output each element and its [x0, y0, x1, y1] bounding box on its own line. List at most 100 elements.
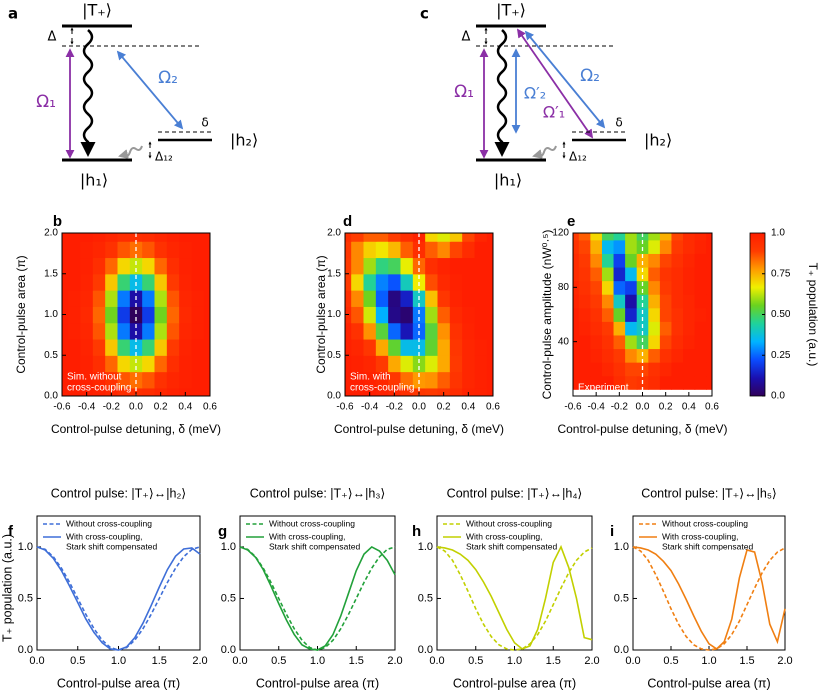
- rabi-arrow: [116, 50, 184, 130]
- heat-cell: [590, 334, 603, 350]
- heat-cell: [425, 290, 439, 307]
- series-line: [36, 546, 201, 651]
- heat-cell: [590, 375, 603, 390]
- heat-cell: [437, 257, 451, 275]
- heat-cell: [683, 348, 696, 363]
- heat-cell: [462, 355, 476, 373]
- x-axis-title: Control-pulse area (π): [256, 676, 379, 690]
- heat-cell: [671, 253, 684, 268]
- x-tick-label: 0.5: [468, 655, 483, 667]
- heat-cell: [486, 338, 493, 356]
- heat-cell: [601, 362, 615, 377]
- heat-cell: [671, 266, 684, 282]
- state-label: |T₊⟩: [496, 1, 526, 20]
- level-diagram: c |T₊⟩ Δ Ω₁ |h₁⟩ Ω′₂ Ω′₁ Ω₂ δ |h₂⟩ Δ₁₂: [420, 1, 672, 190]
- panel-label: f: [8, 523, 14, 540]
- heat-cell: [601, 294, 615, 309]
- x-tick-label: -0.2: [103, 402, 121, 413]
- heat-cell: [706, 321, 712, 336]
- heat-cell: [659, 375, 673, 390]
- heat-cell: [351, 322, 365, 340]
- heat-cell: [80, 371, 94, 389]
- x-axis-title: Control-pulse detuning, δ (meV): [51, 422, 221, 436]
- heat-cell: [590, 294, 603, 309]
- panel-label: e: [567, 213, 575, 230]
- y-tick-label: 0.5: [18, 592, 33, 604]
- heat-cell: [573, 321, 580, 336]
- heat-cell: [474, 387, 488, 396]
- heat-cell: [601, 321, 615, 336]
- heat-cell: [142, 306, 156, 324]
- heat-cell: [636, 294, 649, 309]
- splitting-label: Δ₁₂: [155, 150, 173, 164]
- heat-cell: [474, 338, 488, 356]
- heat-cell: [578, 294, 591, 309]
- heat-cell: [388, 387, 402, 396]
- y-tick-label: 0.5: [327, 350, 341, 361]
- heat-cell: [601, 348, 615, 363]
- chart-title: Control pulse: |T₊⟩↔|h₄⟩: [447, 486, 583, 500]
- legend-label: Without cross-coupling: [269, 518, 355, 528]
- panel-label: b: [53, 213, 62, 230]
- heat-cell: [80, 233, 94, 242]
- heat-cell: [613, 280, 626, 295]
- heat-cell: [203, 257, 210, 275]
- heat-cell: [203, 306, 210, 324]
- heat-cell: [68, 322, 82, 340]
- y-tick-label: 0.0: [44, 391, 58, 402]
- heat-cell: [636, 280, 649, 295]
- legend-label: Without cross-coupling: [66, 518, 152, 528]
- heat-cell: [590, 321, 603, 336]
- heat-cell: [80, 306, 94, 324]
- x-tick-label: 0.6: [486, 402, 500, 413]
- heat-cell: [648, 334, 661, 350]
- heat-cell: [154, 290, 168, 307]
- x-tick-label: 0.0: [636, 402, 650, 413]
- heat-cell: [375, 273, 389, 291]
- x-tick-label: 0.0: [29, 655, 44, 667]
- x-axis-title: Control-pulse detuning, δ (meV): [557, 422, 727, 436]
- colorbar-tick-label: 0.75: [771, 268, 791, 279]
- heat-cell: [351, 273, 365, 291]
- panel-label: a: [8, 5, 18, 23]
- detuning-label: δ: [615, 116, 622, 130]
- heat-cell: [203, 355, 210, 373]
- legend-label: With cross-coupling,: [269, 531, 346, 541]
- heat-cell: [117, 355, 131, 373]
- x-tick-label: 0.0: [129, 402, 143, 413]
- heat-cell: [486, 355, 493, 373]
- heat-cell: [573, 253, 580, 268]
- heat-cell: [117, 387, 131, 396]
- heat-cell: [105, 233, 119, 242]
- heat-cell: [462, 387, 476, 396]
- heat-cell: [449, 273, 463, 291]
- heat-cell: [388, 371, 402, 389]
- heat-cell: [203, 371, 210, 389]
- heat-cell: [154, 338, 168, 356]
- heat-cell: [117, 338, 131, 356]
- heat-cell: [590, 266, 603, 282]
- heat-cell: [351, 241, 365, 259]
- heat-cell: [62, 387, 69, 396]
- heat-cell: [400, 338, 414, 356]
- heat-cell: [590, 233, 603, 241]
- colorbar-title: T₊ population (a.u.): [806, 263, 820, 367]
- heat-cell: [625, 334, 638, 350]
- heat-cell: [179, 241, 193, 259]
- y-tick-label: 0.0: [18, 644, 33, 656]
- heat-cell: [425, 233, 439, 242]
- heat-cell: [671, 362, 684, 377]
- decay-arrow: [494, 29, 510, 157]
- heat-cell: [425, 322, 439, 340]
- heat-cell: [105, 290, 119, 307]
- heat-cell: [613, 307, 626, 322]
- heat-cell: [80, 290, 94, 307]
- heat-cell: [578, 266, 591, 282]
- legend-label: Stark shift compensated: [466, 541, 557, 551]
- x-tick-label: 0.6: [705, 402, 719, 413]
- heat-cell: [68, 387, 82, 396]
- detuning-label: δ: [201, 116, 208, 130]
- heat-cell: [625, 348, 638, 363]
- heat-cell: [68, 233, 82, 242]
